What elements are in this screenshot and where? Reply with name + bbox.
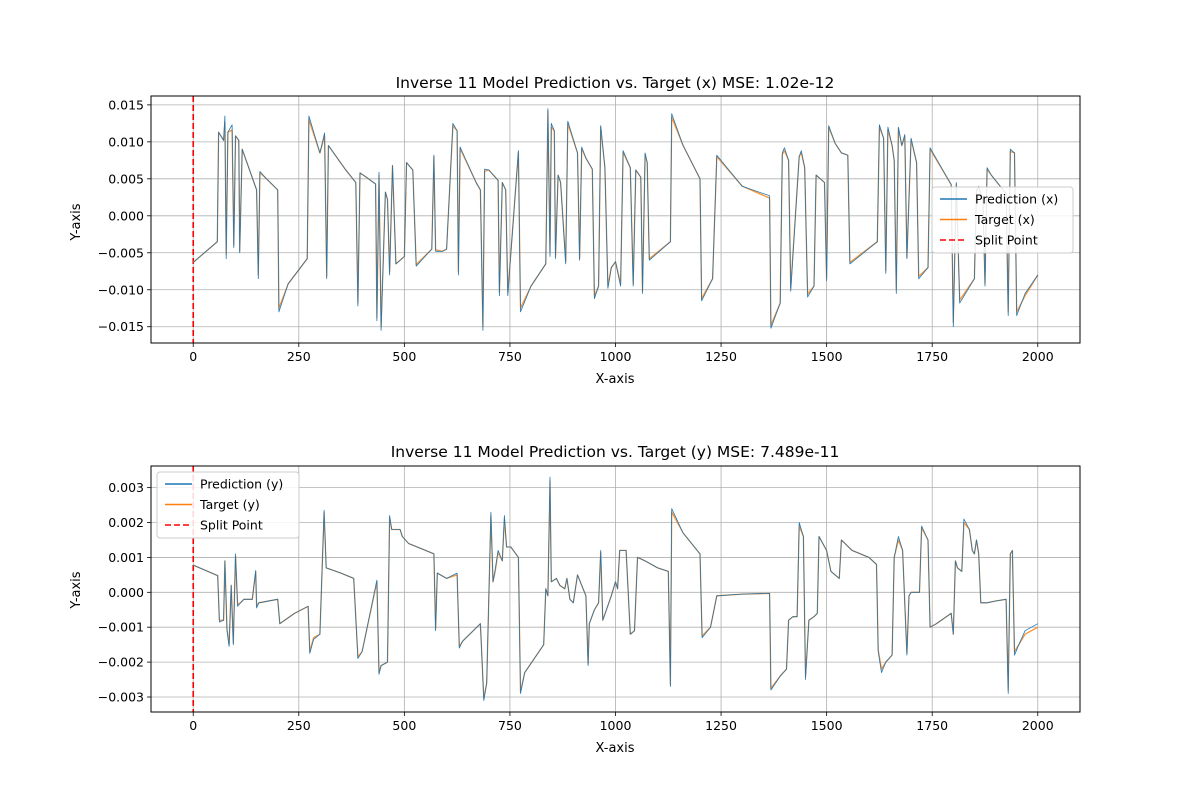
x-axis-label: X-axis: [596, 741, 635, 756]
y-tick-label: 0.000: [108, 585, 144, 600]
x-tick-label: 500: [392, 349, 416, 364]
y-tick-label: −0.001: [98, 620, 144, 635]
legend-label: Split Point: [975, 233, 1038, 248]
legend: Prediction (x) Target (x) Split Point: [931, 186, 1074, 254]
x-axis-ticks: 0 250 500 750 1000 1250 1500 1750 2000: [189, 712, 1054, 733]
x-tick-label: 1250: [705, 718, 737, 733]
legend-label: Split Point: [200, 518, 263, 533]
y-tick-label: 0.003: [108, 480, 144, 495]
series-layer: [192, 476, 1039, 701]
y-tick-label: −0.010: [98, 282, 144, 297]
legend-label: Target (y): [199, 497, 260, 512]
y-tick-label: −0.015: [98, 319, 144, 334]
legend-box: [156, 471, 300, 539]
legend: Prediction (y) Target (y) Split Point: [156, 471, 300, 539]
chart-x: Inverse 11 Model Prediction vs. Target (…: [69, 74, 1081, 387]
legend-label: Target (x): [974, 212, 1035, 227]
x-axis-ticks: 0 250 500 750 1000 1250 1500 1750 2000: [189, 343, 1054, 364]
series-layer: [192, 108, 1039, 331]
x-tick-label: 1500: [811, 718, 843, 733]
y-tick-label: 0.010: [108, 134, 144, 149]
x-tick-label: 2000: [1022, 349, 1054, 364]
y-tick-label: 0.005: [108, 171, 144, 186]
y-axis-label: Y-axis: [69, 571, 84, 609]
x-tick-label: 500: [392, 718, 416, 733]
x-axis-label: X-axis: [596, 372, 635, 387]
x-tick-label: 250: [287, 718, 311, 733]
y-axis-ticks: −0.003 −0.002 −0.001 0.000 0.001 0.002 0.003: [98, 480, 151, 704]
y-tick-label: 0.001: [108, 550, 144, 565]
y-tick-label: 0.015: [108, 97, 144, 112]
chart-title: Inverse 11 Model Prediction vs. Target (…: [396, 74, 835, 92]
y-axis-ticks: −0.015 −0.010 −0.005 0.000 0.005 0.010 0.015: [98, 97, 151, 334]
x-tick-label: 0: [189, 349, 197, 364]
x-tick-label: 1750: [916, 349, 948, 364]
x-tick-label: 250: [287, 349, 311, 364]
legend-box: [931, 186, 1074, 254]
x-tick-label: 0: [189, 718, 197, 733]
x-tick-label: 1250: [705, 349, 737, 364]
y-tick-label: −0.003: [98, 689, 144, 704]
x-tick-label: 1500: [811, 349, 843, 364]
x-tick-label: 2000: [1022, 718, 1054, 733]
grid: [151, 466, 1080, 712]
legend-label: Prediction (y): [200, 477, 283, 492]
chart-y: Inverse 11 Model Prediction vs. Target (…: [69, 443, 1081, 756]
legend-label: Prediction (x): [975, 192, 1058, 207]
x-tick-label: 1000: [600, 349, 632, 364]
y-tick-label: −0.005: [98, 245, 144, 260]
x-tick-label: 1750: [916, 718, 948, 733]
x-tick-label: 750: [498, 349, 522, 364]
y-tick-label: −0.002: [98, 655, 144, 670]
series-line-prediction-x: [192, 108, 1039, 331]
series-line-prediction-y: [193, 476, 1038, 701]
y-axis-label: Y-axis: [69, 203, 84, 241]
y-tick-label: 0.000: [108, 208, 144, 223]
x-tick-label: 750: [498, 718, 522, 733]
chart-title: Inverse 11 Model Prediction vs. Target (…: [391, 443, 840, 461]
y-tick-label: 0.002: [108, 515, 144, 530]
x-tick-label: 1000: [600, 718, 632, 733]
